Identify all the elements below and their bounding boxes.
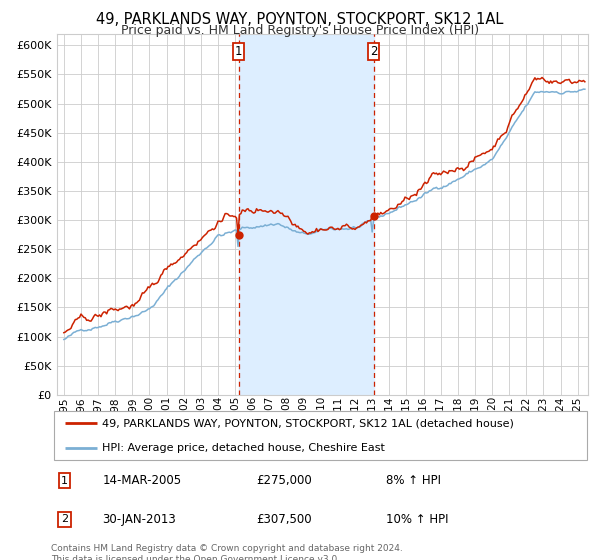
Text: 2: 2 [61, 515, 68, 524]
Text: 1: 1 [235, 45, 242, 58]
Text: Price paid vs. HM Land Registry's House Price Index (HPI): Price paid vs. HM Land Registry's House … [121, 24, 479, 37]
Text: 10% ↑ HPI: 10% ↑ HPI [386, 513, 448, 526]
Text: HPI: Average price, detached house, Cheshire East: HPI: Average price, detached house, Ches… [103, 442, 385, 452]
Text: 8% ↑ HPI: 8% ↑ HPI [386, 474, 441, 487]
Text: 49, PARKLANDS WAY, POYNTON, STOCKPORT, SK12 1AL (detached house): 49, PARKLANDS WAY, POYNTON, STOCKPORT, S… [103, 418, 514, 428]
Text: 2: 2 [370, 45, 377, 58]
Text: £307,500: £307,500 [256, 513, 312, 526]
Bar [239, 34, 374, 395]
Text: 49, PARKLANDS WAY, POYNTON, STOCKPORT, SK12 1AL: 49, PARKLANDS WAY, POYNTON, STOCKPORT, S… [97, 12, 503, 27]
Text: 14-MAR-2005: 14-MAR-2005 [103, 474, 181, 487]
Text: Contains HM Land Registry data © Crown copyright and database right 2024.
This d: Contains HM Land Registry data © Crown c… [51, 544, 403, 560]
Text: £275,000: £275,000 [256, 474, 312, 487]
Text: 30-JAN-2013: 30-JAN-2013 [103, 513, 176, 526]
FancyBboxPatch shape [54, 411, 587, 460]
Text: 1: 1 [61, 476, 68, 486]
